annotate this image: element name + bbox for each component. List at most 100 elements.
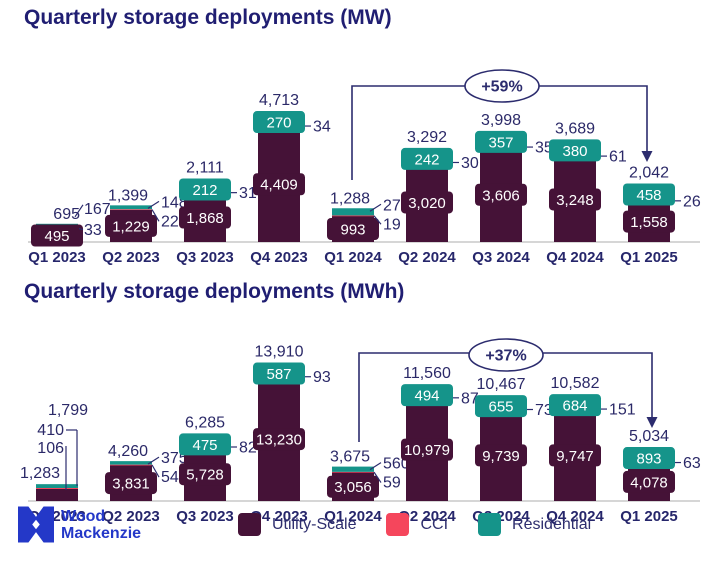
annotation-ellipse — [464, 69, 540, 103]
utility-label-box — [401, 438, 453, 461]
logo-text-line1: Wood — [61, 507, 106, 525]
bar-segment-residential — [36, 484, 78, 488]
total-value-label: 1,799 — [48, 402, 88, 419]
footer: Wood Mackenzie Utility-Scale CCI Residenti… — [0, 506, 712, 569]
utility-label-box — [253, 173, 305, 196]
residential-value-label: 242 — [414, 151, 439, 168]
chart-title-mwh: Quarterly storage deployments (MWh) — [24, 280, 405, 303]
utility-label-box — [105, 472, 157, 495]
x-axis-label: Q4 2023 — [250, 249, 308, 266]
utility-label-box — [475, 444, 527, 467]
utility-label-box — [623, 470, 675, 493]
utility-value-label: 13,230 — [256, 432, 302, 449]
logo-text-line2: Mackenzie — [61, 524, 142, 542]
utility-value-label: 9,747 — [556, 448, 594, 465]
bar-group-Q4-2023: 13,230 587 13,910 93 — [253, 344, 331, 501]
cci-value-label: 19 — [383, 216, 401, 233]
utility-label-box — [549, 444, 601, 467]
utility-value-label: 3,020 — [408, 195, 446, 212]
x-axis-label: Q2 2024 — [398, 249, 456, 266]
legend-item-cci: CCI — [386, 513, 448, 536]
residential-value-label: 410 — [37, 422, 64, 439]
utility-label-box — [549, 188, 601, 211]
bar-segment-residential — [110, 461, 152, 465]
utility-value-label: 3,606 — [482, 187, 520, 204]
bar-group-Q4-2024: 3,248 380 3,689 61 — [549, 120, 627, 242]
connector-line — [78, 228, 84, 231]
connector-line — [151, 209, 160, 222]
total-value-label: 10,582 — [551, 375, 600, 392]
residential-label-box — [475, 130, 527, 153]
bar-group-Q1-2025: 4,078 893 5,034 63 — [623, 428, 701, 501]
utility-label-box — [327, 475, 379, 498]
bar-group-Q4-2024: 9,747 684 10,582 151 — [549, 375, 636, 501]
bar-segment-utility — [36, 488, 78, 501]
total-value-label: 3,292 — [407, 129, 447, 146]
woodmac-logo-text: Wood Mackenzie — [61, 508, 141, 542]
residential-value-label: 270 — [266, 115, 291, 132]
annotation-ellipse — [468, 338, 544, 372]
utility-label-box — [401, 191, 453, 214]
x-axis-label: Q1 2024 — [324, 249, 382, 266]
x-axis-label: Q1 2023 — [28, 249, 86, 266]
residential-value-label: 167 — [84, 201, 111, 218]
utility-value-label: 3,248 — [556, 192, 594, 209]
total-value-label: 6,285 — [185, 414, 225, 431]
bar-group-Q2-2024: 3,020 242 3,292 30 — [401, 129, 479, 242]
total-value-label: 5,034 — [629, 428, 669, 445]
connector-line — [373, 471, 382, 483]
total-value-label: 2,111 — [186, 159, 224, 176]
legend-item-utility-scale: Utility-Scale — [238, 513, 356, 536]
connector-line — [151, 464, 160, 478]
utility-label-box — [623, 210, 675, 233]
x-axis-label: Q4 2023 — [250, 508, 308, 525]
x-axis-label: Q4 2024 — [546, 249, 604, 266]
utility-label-box — [179, 463, 231, 486]
utility-value-label: 1,229 — [112, 218, 150, 235]
legend-item-residential: Residential — [478, 513, 591, 536]
cci-value-label: 87 — [461, 390, 479, 407]
utility-value-label: 5,728 — [186, 467, 224, 484]
x-axis-label: Q4 2024 — [546, 508, 604, 525]
residential-value-label: 458 — [636, 187, 661, 204]
bar-segment-cci — [332, 215, 374, 217]
residential-label-box — [179, 178, 231, 201]
bar-group-Q1-2025: 1,558 458 2,042 26 — [623, 164, 701, 242]
residential-value-label: 475 — [192, 437, 217, 454]
utility-value-label: 993 — [340, 221, 365, 238]
connector-line — [147, 200, 160, 209]
cci-value-label: 61 — [609, 149, 627, 166]
x-axis-label: Q3 2024 — [472, 249, 530, 266]
residential-label-box — [549, 139, 601, 162]
utility-label-box — [179, 206, 231, 229]
utility-value-label: 4,409 — [260, 177, 298, 194]
bar-group-Q3-2024: 9,739 655 10,467 73 — [475, 376, 553, 501]
total-value-label: 695 — [53, 206, 80, 223]
residential-label-box — [549, 394, 601, 417]
total-value-label: 11,560 — [403, 365, 451, 382]
bar-segment-cci — [110, 209, 152, 211]
legend-label: Utility-Scale — [272, 515, 357, 533]
cci-value-label: 151 — [609, 402, 636, 419]
total-value-label: 1,288 — [330, 190, 370, 207]
bar-group-Q3-2023: 5,728 475 6,285 82 — [179, 414, 257, 501]
residential-value-label: 655 — [488, 399, 513, 416]
utility-value-label: 495 — [44, 228, 69, 245]
residential-value-label: 212 — [192, 182, 217, 199]
legend-swatch-icon — [478, 513, 502, 536]
residential-value-label: 893 — [636, 451, 661, 468]
cci-value-label: 26 — [683, 193, 701, 210]
residential-value-label: 684 — [562, 398, 587, 415]
connector-line — [74, 204, 84, 218]
x-axis-label: Q2 2023 — [102, 249, 160, 266]
utility-value-label: 3,056 — [334, 479, 372, 496]
cci-value-label: 35 — [535, 140, 553, 157]
growth-percent-label: +59% — [481, 79, 522, 96]
bar-segment-cci — [36, 487, 78, 489]
cci-value-label: 54 — [161, 469, 179, 486]
